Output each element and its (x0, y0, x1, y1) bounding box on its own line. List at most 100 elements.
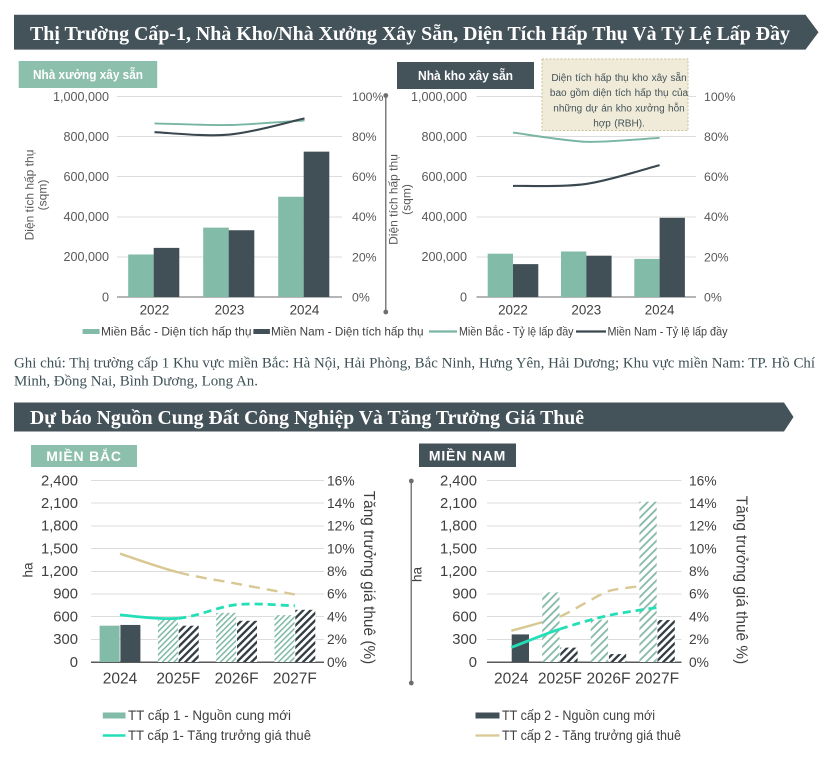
svg-text:0: 0 (460, 290, 467, 304)
svg-text:600,000: 600,000 (421, 170, 467, 184)
svg-text:0%: 0% (704, 290, 722, 304)
svg-text:ha: ha (410, 567, 425, 583)
svg-text:20%: 20% (352, 250, 377, 264)
svg-text:8%: 8% (327, 564, 347, 579)
svg-text:0: 0 (469, 655, 477, 671)
svg-text:200,000: 200,000 (421, 250, 467, 264)
svg-text:60%: 60% (352, 170, 377, 184)
svg-text:2023: 2023 (571, 303, 601, 318)
svg-text:1,800: 1,800 (41, 519, 78, 535)
svg-text:800,000: 800,000 (63, 130, 109, 144)
svg-text:16%: 16% (327, 473, 355, 488)
svg-text:80%: 80% (704, 130, 729, 144)
svg-text:2,100: 2,100 (440, 496, 477, 512)
svg-text:6%: 6% (327, 587, 347, 602)
svg-text:2027F: 2027F (635, 671, 679, 688)
svg-text:8%: 8% (689, 564, 709, 579)
svg-text:Miền Nam - Diện tích hấp thụ: Miền Nam - Diện tích hấp thụ (271, 325, 424, 339)
svg-text:MIỀN BẮC: MIỀN BẮC (46, 447, 122, 464)
svg-text:100%: 100% (352, 90, 384, 104)
svg-text:80%: 80% (352, 130, 377, 144)
svg-text:Miền Nam - Tỷ lệ lấp đầy: Miền Nam - Tỷ lệ lấp đầy (608, 325, 728, 339)
svg-text:Thị Trường Cấp-1, Nhà Kho/Nhà: Thị Trường Cấp-1, Nhà Kho/Nhà Xưởng Xây … (30, 23, 790, 45)
svg-text:1,000,000: 1,000,000 (53, 90, 109, 104)
svg-text:20%: 20% (704, 250, 729, 264)
svg-text:(sqm): (sqm) (35, 180, 49, 211)
svg-text:2022: 2022 (498, 303, 528, 318)
svg-text:bao gồm diện tích hấp thụ của: bao gồm diện tích hấp thụ của (550, 87, 689, 99)
svg-text:40%: 40% (704, 210, 729, 224)
svg-text:TT cấp 1 - Nguồn cung mới: TT cấp 1 - Nguồn cung mới (128, 708, 291, 723)
svg-text:4%: 4% (689, 609, 709, 624)
svg-text:2025F: 2025F (156, 671, 200, 688)
svg-text:10%: 10% (689, 541, 717, 556)
svg-text:2,400: 2,400 (41, 473, 78, 489)
svg-text:2%: 2% (689, 632, 709, 647)
svg-text:2027F: 2027F (273, 671, 317, 688)
svg-text:600: 600 (452, 609, 477, 625)
svg-text:800,000: 800,000 (421, 130, 467, 144)
svg-text:400,000: 400,000 (63, 210, 109, 224)
svg-text:Nhà kho xây sẵn: Nhà kho xây sẵn (418, 68, 513, 83)
svg-text:12%: 12% (327, 519, 355, 534)
svg-text:Miền Bắc - Tỷ lệ lấp đầy: Miền Bắc - Tỷ lệ lấp đầy (459, 324, 574, 339)
svg-text:6%: 6% (689, 587, 709, 602)
svg-text:2,100: 2,100 (41, 496, 78, 512)
svg-text:Diện tích hấp thụ kho xây sẵn: Diện tích hấp thụ kho xây sẵn (551, 71, 686, 84)
svg-text:Diện tích hấp thụ: Diện tích hấp thụ (387, 154, 401, 245)
svg-text:600,000: 600,000 (63, 170, 109, 184)
svg-text:200,000: 200,000 (63, 250, 109, 264)
svg-text:2%: 2% (327, 632, 347, 647)
svg-text:2025F: 2025F (538, 671, 582, 688)
svg-text:MIỀN NAM: MIỀN NAM (429, 448, 506, 464)
svg-text:2,400: 2,400 (440, 473, 477, 489)
svg-text:0%: 0% (689, 655, 709, 670)
svg-text:2026F: 2026F (587, 671, 631, 688)
svg-text:40%: 40% (352, 210, 377, 224)
svg-text:Nhà xưởng xây sẵn: Nhà xưởng xây sẵn (33, 67, 143, 82)
svg-text:1,500: 1,500 (41, 541, 78, 557)
svg-text:0%: 0% (327, 655, 347, 670)
svg-text:2023: 2023 (215, 303, 245, 318)
svg-text:10%: 10% (327, 541, 355, 556)
svg-text:1,200: 1,200 (41, 564, 78, 580)
svg-text:2026F: 2026F (215, 671, 259, 688)
svg-text:16%: 16% (689, 473, 717, 488)
svg-text:hợp (RBH).: hợp (RBH). (593, 119, 645, 130)
svg-text:Tăng trưởng giá thuê (%): Tăng trưởng giá thuê (%) (360, 491, 377, 665)
svg-text:Diện tích hấp thụ: Diện tích hấp thụ (23, 150, 37, 241)
svg-text:0: 0 (102, 290, 109, 304)
svg-text:0%: 0% (352, 290, 370, 304)
svg-text:14%: 14% (689, 496, 717, 511)
svg-text:2024: 2024 (645, 303, 675, 318)
svg-text:TT cấp 2 - Nguồn cung mới: TT cấp 2 - Nguồn cung mới (502, 708, 655, 723)
svg-text:những dự án kho xưởng hỗn: những dự án kho xưởng hỗn (553, 101, 684, 114)
svg-text:2022: 2022 (140, 303, 170, 318)
svg-text:600: 600 (53, 609, 78, 625)
svg-text:1,000,000: 1,000,000 (411, 90, 467, 104)
svg-text:900: 900 (53, 587, 78, 603)
svg-text:Ghi chú: Thị trường cấp 1 Khu: Ghi chú: Thị trường cấp 1 Khu vực miền B… (14, 356, 815, 372)
svg-text:0: 0 (70, 655, 78, 671)
svg-text:2024: 2024 (290, 303, 320, 318)
svg-text:300: 300 (452, 632, 477, 648)
svg-text:400,000: 400,000 (421, 210, 467, 224)
svg-text:TT cấp 1- Tăng trưởng giá thu: TT cấp 1- Tăng trưởng giá thuê (128, 728, 311, 743)
svg-text:2024: 2024 (103, 671, 138, 688)
svg-text:Miền Bắc - Diện tích hấp thụ: Miền Bắc - Diện tích hấp thụ (101, 324, 252, 339)
svg-text:100%: 100% (704, 90, 736, 104)
svg-text:1,800: 1,800 (440, 519, 477, 535)
svg-text:900: 900 (452, 587, 477, 603)
svg-text:12%: 12% (689, 519, 717, 534)
svg-text:2024: 2024 (494, 671, 529, 688)
svg-text:14%: 14% (327, 496, 355, 511)
svg-text:ha: ha (21, 562, 36, 578)
svg-text:Dự báo Nguồn Cung Đất Công Ngh: Dự báo Nguồn Cung Đất Công Nghiệp Và Tăn… (30, 407, 584, 429)
svg-text:60%: 60% (704, 170, 729, 184)
svg-text:4%: 4% (327, 609, 347, 624)
svg-text:1,200: 1,200 (440, 564, 477, 580)
svg-text:Tăng trưởng giá thuê %): Tăng trưởng giá thuê %) (733, 496, 750, 664)
svg-text:(sqm): (sqm) (399, 184, 413, 215)
svg-text:300: 300 (53, 632, 78, 648)
svg-text:1,500: 1,500 (440, 541, 477, 557)
